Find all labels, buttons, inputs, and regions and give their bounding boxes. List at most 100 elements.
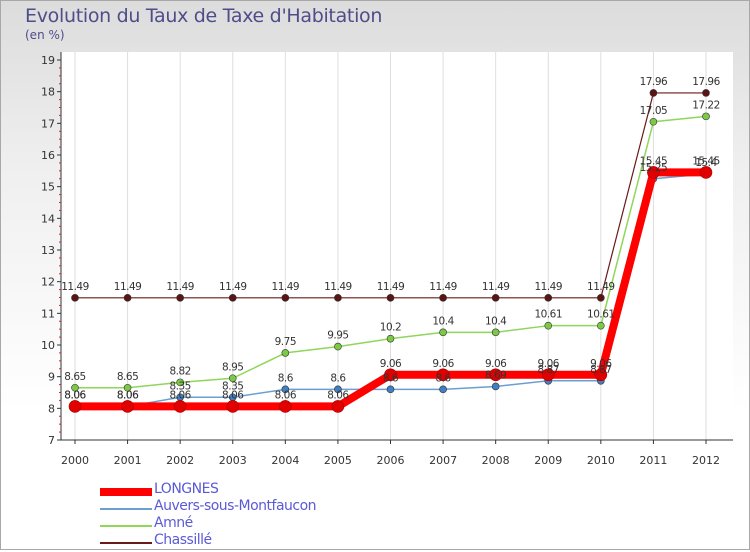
- data-label: 8.6: [278, 372, 294, 384]
- data-label: 8.06: [64, 389, 86, 401]
- data-point: [123, 294, 132, 302]
- data-label: 11.49: [219, 281, 247, 293]
- data-label: 8.06: [327, 389, 349, 401]
- data-point: [384, 368, 397, 382]
- data-point: [489, 368, 502, 382]
- data-point: [386, 294, 395, 302]
- data-label: 11.49: [166, 281, 194, 293]
- data-point: [702, 89, 710, 97]
- data-label: 10.4: [485, 315, 507, 327]
- data-point: [334, 342, 342, 351]
- y-tick-label: 10: [41, 339, 55, 352]
- y-tick-label: 13: [41, 244, 55, 257]
- data-point: [68, 400, 82, 413]
- data-point: [281, 349, 290, 357]
- data-label: 17.22: [692, 99, 720, 111]
- data-label: 8.6: [330, 372, 346, 384]
- data-label: 10.61: [587, 309, 615, 321]
- x-tick-label: 2004: [271, 454, 299, 467]
- data-point: [176, 378, 184, 387]
- data-label: 8.69: [485, 369, 506, 381]
- data-label: 8.65: [117, 371, 138, 383]
- x-tick-label: 2010: [587, 454, 615, 467]
- data-point: [386, 385, 395, 394]
- data-point: [228, 294, 237, 302]
- data-label: 8.6: [383, 372, 399, 384]
- legend-swatch: [100, 542, 152, 544]
- data-point: [597, 321, 605, 330]
- data-label: 9.06: [590, 358, 612, 370]
- data-point: [491, 382, 500, 391]
- data-label: 11.49: [324, 281, 352, 293]
- data-label: 10.2: [380, 322, 401, 334]
- data-label: 9.06: [538, 358, 560, 370]
- data-point: [281, 385, 290, 394]
- data-label: 8.35: [169, 380, 190, 392]
- data-label: 8.95: [222, 361, 243, 373]
- data-label: 15.45: [640, 155, 668, 167]
- data-label: 9.06: [380, 358, 402, 370]
- data-point: [491, 328, 500, 337]
- legend-swatch: [100, 525, 152, 527]
- data-point: [647, 166, 660, 179]
- data-point: [386, 334, 395, 343]
- data-label: 10.61: [534, 309, 562, 321]
- data-label: 8.06: [117, 389, 139, 401]
- y-tick-label: 11: [41, 307, 55, 320]
- x-tick-label: 2008: [482, 454, 510, 467]
- data-point: [71, 294, 79, 302]
- chart-title: Evolution du Taux de Taxe d'Habitation: [25, 5, 383, 27]
- data-label: 8.87: [590, 364, 611, 376]
- x-tick-label: 2007: [429, 454, 457, 467]
- data-label: 8.06: [275, 389, 297, 401]
- data-point: [491, 294, 500, 302]
- y-tick-label: 7: [48, 434, 55, 447]
- y-tick-label: 8: [48, 402, 55, 415]
- data-label: 15.4: [695, 157, 717, 169]
- data-point: [331, 400, 345, 413]
- legend-label: Auvers-sous-Montfaucon: [154, 498, 317, 514]
- data-label: 15.25: [640, 162, 668, 174]
- data-label: 11.49: [482, 281, 510, 293]
- data-label: 8.65: [64, 371, 85, 383]
- data-point: [226, 400, 240, 413]
- data-point: [281, 294, 290, 302]
- legend-label: Chassillé: [154, 532, 212, 548]
- x-tick-label: 2006: [377, 454, 405, 467]
- chart-unit: (en %): [25, 28, 65, 42]
- data-label: 11.49: [61, 281, 89, 293]
- data-point: [279, 400, 292, 413]
- data-point: [544, 294, 553, 302]
- legend-swatch: [100, 508, 152, 510]
- data-label: 11.49: [272, 281, 300, 293]
- data-label: 11.49: [377, 281, 405, 293]
- legend-label: LONGNES: [154, 481, 219, 497]
- data-point: [334, 294, 342, 302]
- x-tick-label: 2003: [219, 454, 247, 467]
- y-tick-label: 19: [41, 54, 55, 67]
- data-label: 11.49: [114, 281, 142, 293]
- legend-swatch: [100, 488, 152, 496]
- data-label: 8.06: [117, 389, 139, 401]
- data-label: 8.35: [222, 380, 243, 392]
- data-point: [649, 89, 658, 97]
- data-label: 8.06: [222, 389, 244, 401]
- data-label: 8.87: [538, 364, 559, 376]
- x-tick-label: 2011: [639, 454, 667, 467]
- y-tick-label: 12: [41, 276, 55, 289]
- x-tick-label: 2001: [114, 454, 142, 467]
- data-point: [228, 374, 237, 383]
- x-tick-label: 2012: [692, 454, 720, 467]
- x-tick-label: 2005: [324, 454, 352, 467]
- data-point: [439, 294, 447, 302]
- data-label: 10.4: [432, 315, 454, 327]
- data-point: [436, 368, 450, 382]
- data-point: [699, 166, 713, 179]
- data-point: [541, 368, 555, 382]
- y-tick-label: 16: [41, 149, 55, 162]
- y-tick-label: 9: [48, 371, 55, 384]
- data-label: 8.06: [64, 389, 86, 401]
- x-tick-label: 2002: [166, 454, 194, 467]
- data-point: [173, 400, 187, 413]
